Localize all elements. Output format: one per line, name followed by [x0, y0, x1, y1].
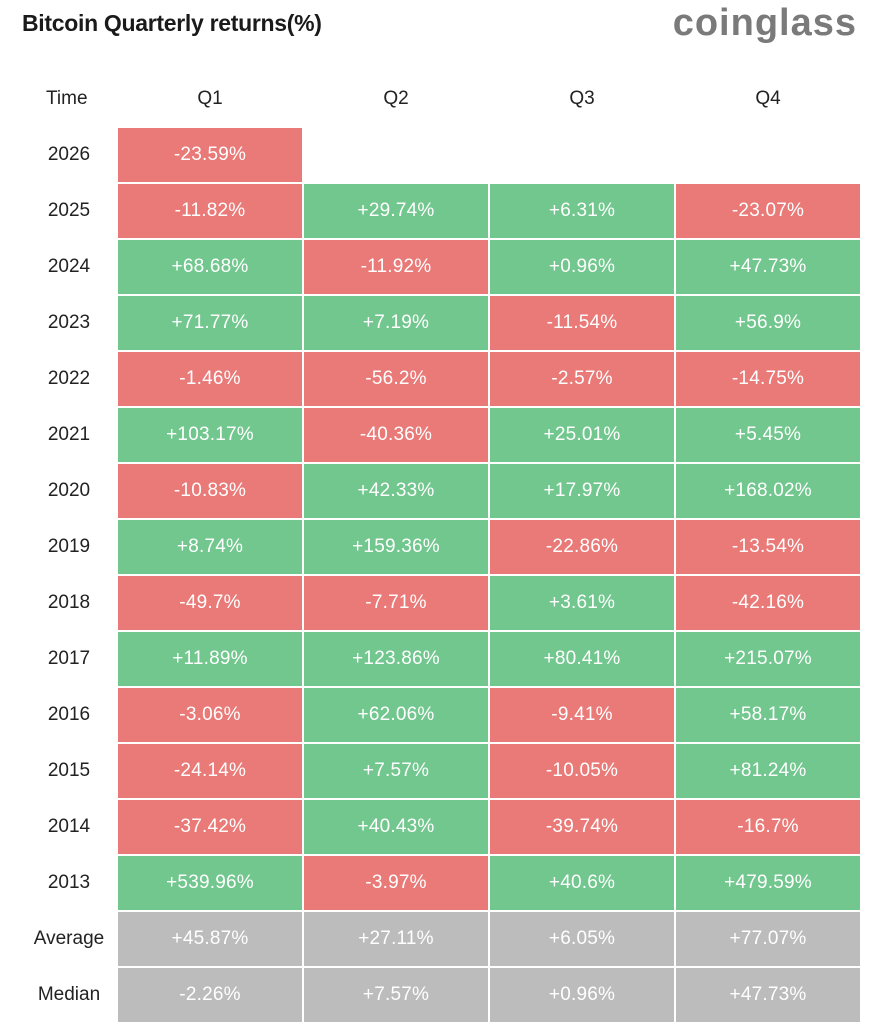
- summary-cell: +6.05%: [490, 912, 674, 966]
- return-cell: +159.36%: [304, 520, 488, 574]
- return-cell: -42.16%: [676, 576, 860, 630]
- return-cell: +58.17%: [676, 688, 860, 742]
- return-cell: -3.06%: [118, 688, 302, 742]
- row-label-median: Median: [37, 984, 101, 1005]
- summary-cell: -2.26%: [118, 968, 302, 1022]
- summary-cell: +27.11%: [304, 912, 488, 966]
- row-label-2018: 2018: [47, 592, 91, 613]
- return-cell: -13.54%: [676, 520, 860, 574]
- row-label-2017: 2017: [47, 648, 91, 669]
- return-cell: +17.97%: [490, 464, 674, 518]
- return-cell: +123.86%: [304, 632, 488, 686]
- return-cell: -10.83%: [118, 464, 302, 518]
- return-cell: +539.96%: [118, 856, 302, 910]
- return-cell: -11.82%: [118, 184, 302, 238]
- return-cell: +479.59%: [676, 856, 860, 910]
- return-cell: [304, 128, 488, 182]
- return-cell: -11.54%: [490, 296, 674, 350]
- return-cell: +29.74%: [304, 184, 488, 238]
- row-label-2019: 2019: [47, 536, 91, 557]
- return-cell: +7.57%: [304, 744, 488, 798]
- return-cell: +40.43%: [304, 800, 488, 854]
- return-cell: +7.19%: [304, 296, 488, 350]
- return-cell: +42.33%: [304, 464, 488, 518]
- return-cell: -3.97%: [304, 856, 488, 910]
- row-label-2021: 2021: [47, 424, 91, 445]
- return-cell: +215.07%: [676, 632, 860, 686]
- column-header-q2: Q2: [383, 88, 409, 109]
- row-label-2022: 2022: [47, 368, 91, 389]
- return-cell: -16.7%: [676, 800, 860, 854]
- row-label-average: Average: [33, 928, 105, 949]
- return-cell: -24.14%: [118, 744, 302, 798]
- row-label-2025: 2025: [47, 200, 91, 221]
- row-label-2016: 2016: [47, 704, 91, 725]
- row-label-2026: 2026: [47, 144, 91, 165]
- summary-cell: +0.96%: [490, 968, 674, 1022]
- return-cell: -7.71%: [304, 576, 488, 630]
- return-cell: +71.77%: [118, 296, 302, 350]
- return-cell: -1.46%: [118, 352, 302, 406]
- return-cell: +168.02%: [676, 464, 860, 518]
- column-header-time: Time: [46, 88, 88, 109]
- return-cell: -23.59%: [118, 128, 302, 182]
- return-cell: -39.74%: [490, 800, 674, 854]
- return-cell: +6.31%: [490, 184, 674, 238]
- return-cell: +47.73%: [676, 240, 860, 294]
- column-header-q3: Q3: [569, 88, 595, 109]
- row-label-2023: 2023: [47, 312, 91, 333]
- column-header-q1: Q1: [197, 88, 223, 109]
- return-cell: +8.74%: [118, 520, 302, 574]
- row-label-2013: 2013: [47, 872, 91, 893]
- return-cell: +80.41%: [490, 632, 674, 686]
- return-cell: -56.2%: [304, 352, 488, 406]
- summary-cell: +47.73%: [676, 968, 860, 1022]
- return-cell: -11.92%: [304, 240, 488, 294]
- row-label-2015: 2015: [47, 760, 91, 781]
- summary-cell: +7.57%: [304, 968, 488, 1022]
- return-cell: -22.86%: [490, 520, 674, 574]
- return-cell: -37.42%: [118, 800, 302, 854]
- brand-logo: coinglass: [672, 2, 857, 44]
- return-cell: -10.05%: [490, 744, 674, 798]
- return-cell: -9.41%: [490, 688, 674, 742]
- return-cell: +40.6%: [490, 856, 674, 910]
- return-cell: [490, 128, 674, 182]
- return-cell: +68.68%: [118, 240, 302, 294]
- return-cell: +81.24%: [676, 744, 860, 798]
- return-cell: +5.45%: [676, 408, 860, 462]
- row-label-2024: 2024: [47, 256, 91, 277]
- return-cell: +103.17%: [118, 408, 302, 462]
- row-label-2014: 2014: [47, 816, 91, 837]
- return-cell: +0.96%: [490, 240, 674, 294]
- summary-cell: +77.07%: [676, 912, 860, 966]
- return-cell: +3.61%: [490, 576, 674, 630]
- return-cell: -14.75%: [676, 352, 860, 406]
- return-cell: [676, 128, 860, 182]
- row-label-2020: 2020: [47, 480, 91, 501]
- return-cell: -2.57%: [490, 352, 674, 406]
- column-header-q4: Q4: [755, 88, 781, 109]
- returns-table: Time Q1 Q2 Q3 Q4 2026 -23.59% 2025 -11.82% +29.74…: [22, 72, 860, 1022]
- return-cell: -40.36%: [304, 408, 488, 462]
- return-cell: -49.7%: [118, 576, 302, 630]
- return-cell: -23.07%: [676, 184, 860, 238]
- return-cell: +56.9%: [676, 296, 860, 350]
- page-title: Bitcoin Quarterly returns(%): [22, 10, 322, 36]
- return-cell: +11.89%: [118, 632, 302, 686]
- return-cell: +62.06%: [304, 688, 488, 742]
- return-cell: +25.01%: [490, 408, 674, 462]
- summary-cell: +45.87%: [118, 912, 302, 966]
